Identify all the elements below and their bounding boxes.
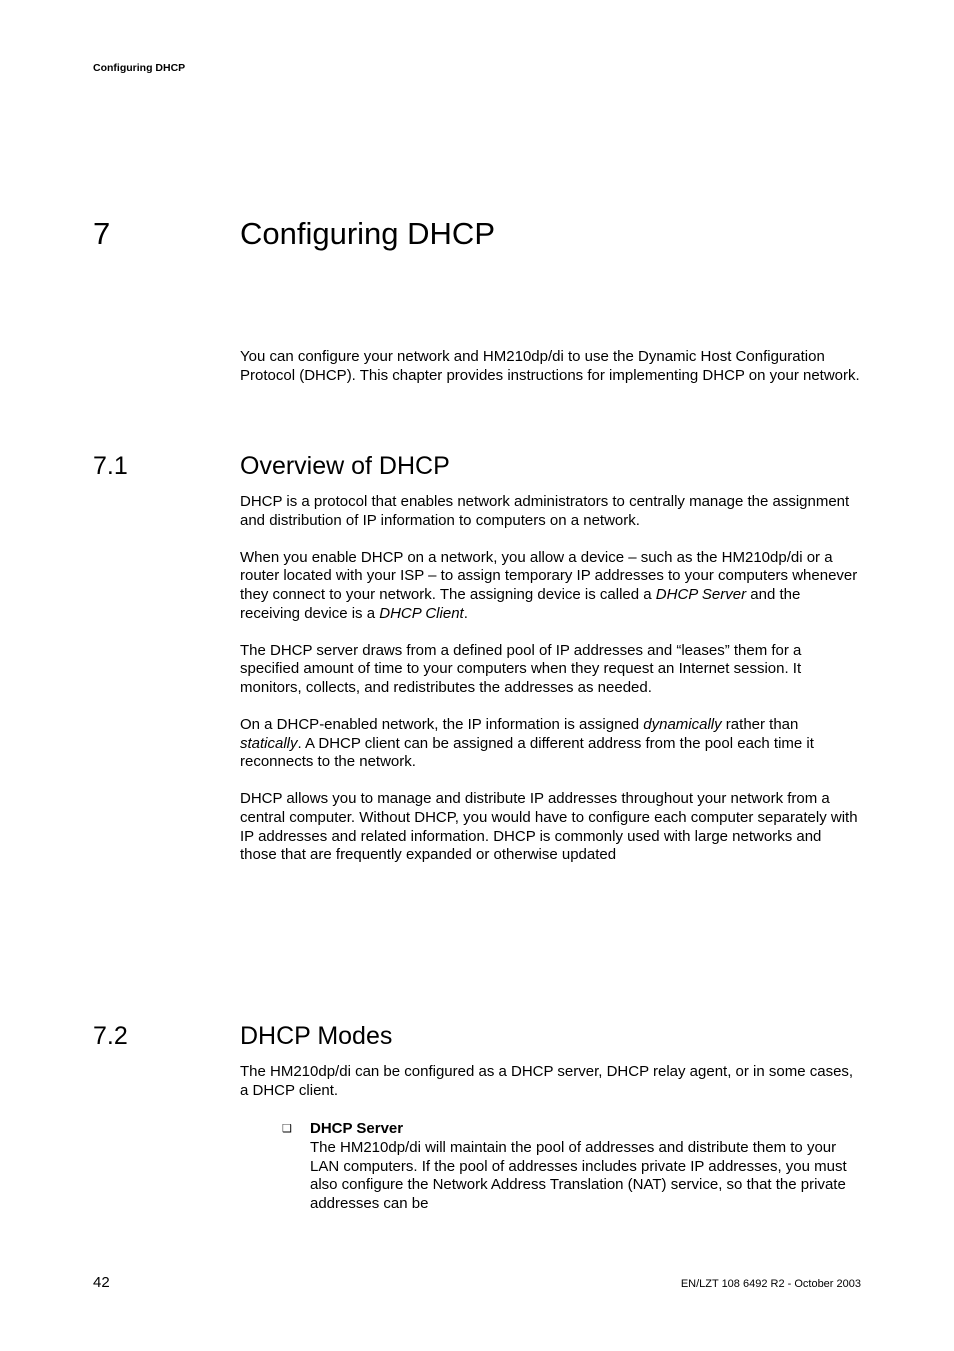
chapter-number: 7 (93, 216, 240, 252)
section-title: DHCP Modes (240, 1022, 392, 1051)
text-run: On a DHCP-enabled network, the IP inform… (240, 716, 643, 733)
text-run: . A DHCP client can be assigned a differ… (240, 735, 814, 771)
page-number: 42 (93, 1274, 110, 1291)
paragraph: On a DHCP-enabled network, the IP inform… (240, 716, 861, 772)
paragraph: DHCP is a protocol that enables network … (240, 493, 861, 531)
chapter-intro: You can configure your network and HM210… (240, 348, 861, 386)
italic-run: dynamically (643, 716, 721, 733)
bullet-item: ❑ DHCP Server The HM210dp/di will mainta… (282, 1120, 861, 1214)
section-7-2-heading: 7.2 DHCP Modes (93, 1022, 861, 1051)
italic-run: DHCP Client (379, 605, 463, 622)
chapter-heading: 7 Configuring DHCP (93, 216, 861, 252)
section-7-2-intro: The HM210dp/di can be configured as a DH… (240, 1063, 861, 1101)
section-title: Overview of DHCP (240, 452, 450, 481)
bullet-label: DHCP Server (310, 1120, 403, 1137)
bullet-text: The HM210dp/di will maintain the pool of… (310, 1139, 847, 1212)
italic-run: DHCP Server (656, 586, 746, 603)
chapter-title: Configuring DHCP (240, 216, 495, 252)
doc-id: EN/LZT 108 6492 R2 - October 2003 (681, 1278, 861, 1290)
section-number: 7.1 (93, 452, 240, 481)
paragraph: The HM210dp/di can be configured as a DH… (240, 1063, 861, 1101)
bullet-icon: ❑ (282, 1120, 310, 1214)
section-7-1-heading: 7.1 Overview of DHCP (93, 452, 861, 481)
text-run: . (464, 605, 468, 622)
text-run: rather than (722, 716, 799, 733)
page-footer: 42 EN/LZT 108 6492 R2 - October 2003 (93, 1274, 861, 1291)
italic-run: statically (240, 735, 298, 752)
paragraph: The DHCP server draws from a defined poo… (240, 642, 861, 698)
section-7-1-body: DHCP is a protocol that enables network … (240, 493, 861, 865)
section-number: 7.2 (93, 1022, 240, 1051)
bullet-list: ❑ DHCP Server The HM210dp/di will mainta… (282, 1120, 861, 1214)
paragraph: When you enable DHCP on a network, you a… (240, 549, 861, 624)
paragraph: DHCP allows you to manage and distribute… (240, 790, 861, 865)
running-head: Configuring DHCP (93, 62, 185, 74)
bullet-content: DHCP Server The HM210dp/di will maintain… (310, 1120, 861, 1214)
